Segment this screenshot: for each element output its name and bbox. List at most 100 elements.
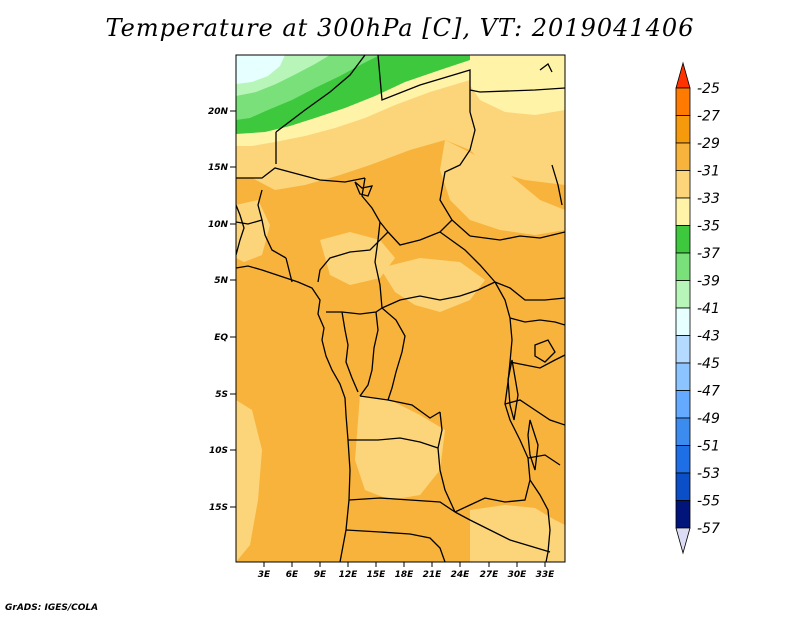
colorbar-swatch: [675, 87, 691, 116]
border-line-29: [454, 511, 551, 553]
border-line-14: [381, 281, 496, 309]
temperature-field: [236, 55, 565, 562]
colorbar-label: -55: [697, 494, 720, 510]
border-line-24: [454, 281, 531, 513]
colorbar-label: -33: [697, 191, 720, 207]
border-line-35: [534, 339, 556, 363]
lon-label: 21E: [423, 570, 443, 580]
colorbar-swatch: [675, 225, 691, 254]
border-line-2: [275, 55, 366, 133]
colorbar-swatch: [675, 500, 691, 529]
border-line-18: [494, 281, 565, 301]
border-line-20: [341, 311, 359, 393]
border-line-31: [509, 317, 565, 326]
border-line-28: [345, 529, 446, 562]
lat-label: 5N: [214, 276, 228, 286]
contour-fill-neg33-3: [320, 232, 395, 285]
contour-fill-neg33-2: [440, 140, 565, 235]
colorbar-swatch: [675, 197, 691, 226]
lat-label: EQ: [214, 333, 228, 343]
contour-fill-neg33-5: [355, 395, 445, 500]
colorbar-swatch: [675, 472, 691, 501]
border-line-27: [348, 497, 456, 513]
border-line-21: [359, 311, 379, 397]
lon-label: 3E: [258, 570, 271, 580]
lon-label: 30E: [508, 570, 528, 580]
colorbar-swatch: [675, 280, 691, 309]
border-line-30: [529, 479, 551, 562]
colorbar-extend-low: [675, 527, 691, 555]
colorbar-swatch: [675, 390, 691, 419]
longitude-axis: 3E 6E 9E 12E 15E 18E 21E 24E 27E 30E 33E: [258, 562, 555, 580]
colorbar: -25 -27 -29 -31 -33 -35 -37 -39 -41 -43 -45 -47 -49 -…: [675, 61, 720, 555]
colorbar-label: -57: [697, 521, 720, 537]
country-borders: [236, 55, 565, 562]
border-line-25: [437, 411, 456, 513]
lon-label: 6E: [286, 570, 299, 580]
border-line-0: [236, 204, 245, 256]
colorbar-swatch: [675, 362, 691, 391]
colorbar-swatch: [675, 307, 691, 336]
lon-label: 9E: [314, 570, 327, 580]
lon-label: 27E: [480, 570, 500, 580]
colorbar-label: -37: [697, 246, 720, 262]
colorbar-swatch: [675, 252, 691, 281]
border-line-33: [504, 399, 565, 426]
border-line-37: [527, 419, 539, 471]
colorbar-label: -39: [697, 274, 720, 290]
lon-label: 12E: [339, 570, 359, 580]
map-frame: [235, 54, 566, 563]
border-line-7: [439, 111, 476, 237]
border-line-13: [374, 221, 383, 309]
latitude-axis: 20N 15N 10N 5N EQ 5S 10S 15S: [208, 107, 236, 513]
colorbar-label: -47: [697, 384, 720, 400]
colorbar-label: -41: [697, 301, 720, 317]
colorbar-label: -53: [697, 466, 720, 482]
border-line-34: [527, 454, 561, 466]
border-line-8: [469, 87, 565, 93]
border-line-11: [285, 257, 293, 283]
border-line-3: [377, 55, 471, 112]
colorbar-label: -29: [697, 136, 720, 152]
border-line-19: [326, 307, 383, 315]
map-title: Temperature at 300hPa [C], VT: 201904140…: [105, 14, 695, 42]
contour-fill-neg43-14: [236, 55, 285, 84]
colorbar-swatch: [675, 142, 691, 171]
border-line-12: [317, 231, 389, 283]
border-line-23: [359, 395, 441, 419]
contour-fill-neg33-7: [470, 505, 565, 562]
border-line-40: [551, 164, 563, 206]
lon-label: 24E: [451, 570, 471, 580]
contour-fill-neg35-10: [470, 55, 565, 115]
border-line-9: [257, 189, 287, 259]
colorbar-label: -45: [697, 356, 720, 372]
colorbar-label: -31: [697, 164, 720, 180]
border-line-26: [348, 437, 439, 449]
contour-fill-neg33-6: [236, 400, 262, 562]
border-line-22: [381, 307, 406, 401]
lat-label: 10S: [209, 446, 228, 456]
colorbar-label: -43: [697, 329, 720, 345]
border-line-32: [509, 354, 565, 369]
colorbar-extend-high: [675, 61, 691, 89]
border-line-6: [361, 177, 389, 233]
lat-label: 5S: [215, 390, 228, 400]
contour-fill-neg33-8: [236, 200, 270, 262]
grads-credit: GrADS: IGES/COLA: [5, 603, 99, 613]
colorbar-label: -27: [697, 109, 720, 125]
lon-label: 15E: [367, 570, 387, 580]
colorbar-swatch: [675, 170, 691, 199]
border-line-15: [387, 219, 453, 246]
border-line-5: [236, 167, 366, 183]
colorbar-label: -35: [697, 219, 720, 235]
colorbar-label: -51: [697, 439, 720, 455]
border-line-38: [354, 181, 374, 197]
border-line-36: [507, 359, 519, 421]
lat-label: 10N: [208, 220, 229, 230]
colorbar-swatch: [675, 115, 691, 144]
colorbar-swatch: [675, 335, 691, 364]
lon-label: 33E: [536, 570, 556, 580]
border-line-17: [469, 231, 565, 241]
colorbar-label: -25: [697, 81, 720, 97]
